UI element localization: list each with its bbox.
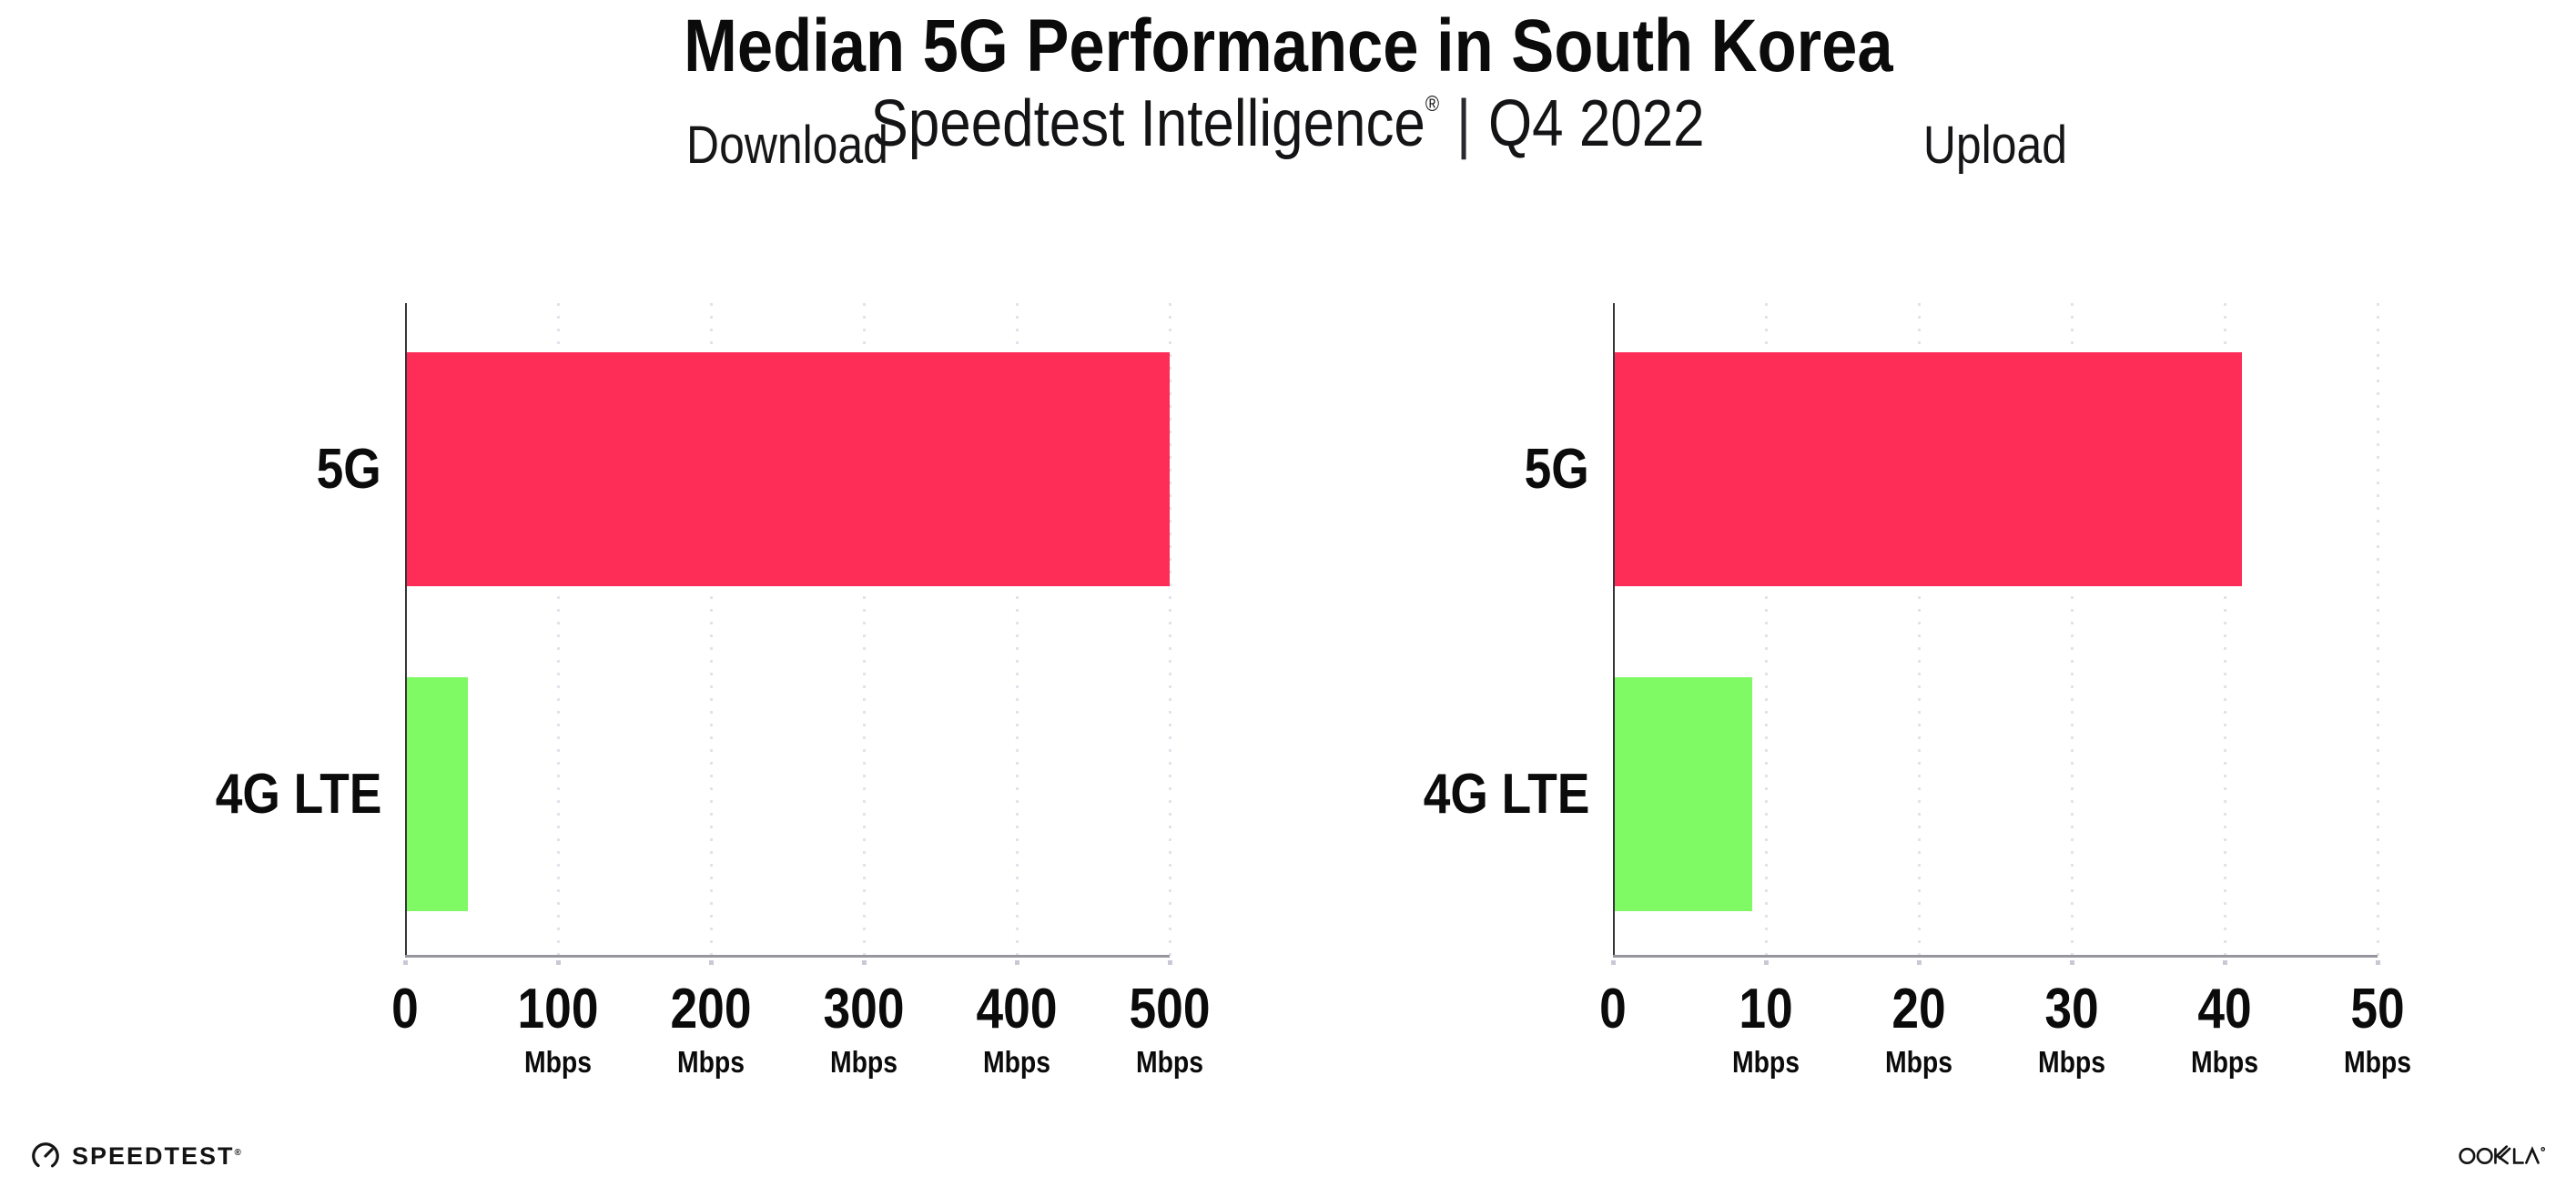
category-label-5g: 5G bbox=[1524, 437, 1589, 501]
axis-tick-dot bbox=[1916, 960, 1922, 965]
x-tick-unit-200: Mbps bbox=[676, 1045, 745, 1079]
subtitle-period: Q4 2022 bbox=[1488, 87, 1706, 160]
speedtest-logo: SPEEDTEST® bbox=[30, 1140, 241, 1172]
gridline-50 bbox=[2376, 303, 2379, 958]
x-tick-40: 40 bbox=[2197, 978, 2252, 1040]
upload-chart-title: Upload bbox=[1922, 116, 2068, 175]
x-tick-0: 0 bbox=[1599, 978, 1627, 1040]
upload-x-axis-line bbox=[1613, 955, 2378, 958]
gridline-10 bbox=[1764, 303, 1768, 958]
x-tick-unit-30: Mbps bbox=[2037, 1045, 2106, 1079]
x-tick-300: 300 bbox=[823, 978, 905, 1040]
upload-plot-area bbox=[1613, 303, 2379, 958]
x-tick-unit-10: Mbps bbox=[1731, 1045, 1800, 1079]
axis-tick-dot bbox=[708, 960, 714, 965]
gridline-100 bbox=[556, 303, 560, 958]
category-label-5g: 5G bbox=[316, 437, 381, 501]
gridline-30 bbox=[2070, 303, 2074, 958]
axis-tick-dot bbox=[1763, 960, 1769, 965]
x-tick-unit-50: Mbps bbox=[2343, 1045, 2412, 1079]
bar-5g bbox=[1615, 352, 2242, 586]
x-tick-unit-100: Mbps bbox=[523, 1045, 593, 1079]
x-tick-unit-500: Mbps bbox=[1135, 1045, 1204, 1079]
x-tick-unit-300: Mbps bbox=[829, 1045, 898, 1079]
x-tick-400: 400 bbox=[976, 978, 1058, 1040]
x-tick-10: 10 bbox=[1739, 978, 1793, 1040]
bar-4g-lte bbox=[1615, 677, 1753, 911]
x-tick-0: 0 bbox=[391, 978, 419, 1040]
x-tick-500: 500 bbox=[1129, 978, 1211, 1040]
category-label-4g-lte: 4G LTE bbox=[1423, 762, 1589, 826]
axis-tick-dot bbox=[555, 960, 561, 965]
subtitle-divider: | bbox=[1456, 87, 1472, 160]
ookla-logo bbox=[2459, 1140, 2546, 1171]
gridline-200 bbox=[709, 303, 713, 958]
axis-tick-dot bbox=[2375, 960, 2380, 965]
bar-5g bbox=[407, 352, 1171, 586]
gridline-40 bbox=[2223, 303, 2226, 958]
x-tick-unit-400: Mbps bbox=[982, 1045, 1051, 1079]
axis-tick-dot bbox=[1167, 960, 1172, 965]
download-plot-area bbox=[405, 303, 1171, 958]
bar-4g-lte bbox=[407, 677, 469, 911]
x-tick-200: 200 bbox=[670, 978, 752, 1040]
axis-tick-dot bbox=[861, 960, 867, 965]
axis-tick-dot bbox=[2222, 960, 2227, 965]
axis-tick-dot bbox=[2069, 960, 2074, 965]
speedtest-registered-mark: ® bbox=[234, 1147, 241, 1158]
x-tick-50: 50 bbox=[2350, 978, 2405, 1040]
axis-tick-dot bbox=[402, 960, 408, 965]
x-tick-unit-40: Mbps bbox=[2190, 1045, 2259, 1079]
page-title: Median 5G Performance in South Korea bbox=[683, 5, 1893, 87]
speedtest-gauge-icon bbox=[32, 1142, 59, 1170]
axis-tick-dot bbox=[1610, 960, 1616, 965]
gridline-300 bbox=[862, 303, 866, 958]
ookla-wordmark-icon bbox=[2459, 1145, 2546, 1165]
category-label-4g-lte: 4G LTE bbox=[215, 762, 381, 826]
subtitle-brand: Speedtest Intelligence bbox=[870, 87, 1426, 160]
download-x-axis-line bbox=[405, 955, 1170, 958]
x-tick-20: 20 bbox=[1891, 978, 1946, 1040]
download-chart-title: Download bbox=[686, 116, 888, 175]
gridline-20 bbox=[1917, 303, 1921, 958]
page-subtitle: Speedtest Intelligence® | Q4 2022 bbox=[0, 91, 2576, 157]
registered-mark: ® bbox=[1425, 92, 1440, 117]
upload-y-axis-line bbox=[1613, 303, 1615, 958]
gridline-400 bbox=[1015, 303, 1019, 958]
gridline-500 bbox=[1168, 303, 1171, 958]
speedtest-wordmark: SPEEDTEST® bbox=[72, 1141, 241, 1170]
x-tick-30: 30 bbox=[2044, 978, 2099, 1040]
axis-tick-dot bbox=[1014, 960, 1019, 965]
x-tick-unit-20: Mbps bbox=[1884, 1045, 1953, 1079]
download-y-axis-line bbox=[405, 303, 407, 958]
x-tick-100: 100 bbox=[517, 978, 599, 1040]
